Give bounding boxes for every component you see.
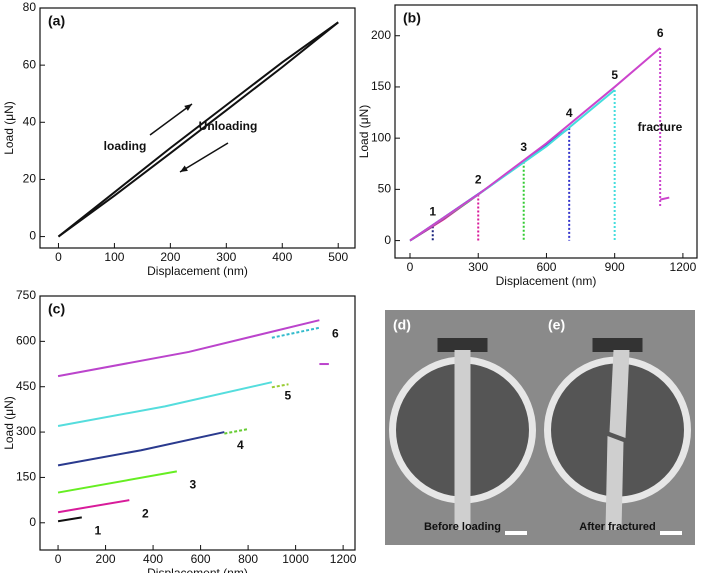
y-tick-label: 60 bbox=[23, 57, 37, 71]
sem-clamp bbox=[592, 338, 643, 352]
x-tick-label: 0 bbox=[55, 552, 62, 566]
annotation: fracture bbox=[638, 120, 683, 134]
x-tick-label: 600 bbox=[191, 552, 211, 566]
data-line bbox=[57, 470, 178, 494]
data-line bbox=[57, 319, 320, 378]
panel-label: (b) bbox=[403, 10, 421, 26]
series-label: 6 bbox=[657, 26, 664, 40]
series-label: 3 bbox=[189, 478, 196, 492]
y-tick-label: 300 bbox=[16, 424, 36, 438]
x-tick-label: 800 bbox=[238, 552, 258, 566]
x-tick-label: 300 bbox=[468, 260, 488, 274]
sem-ribbon bbox=[609, 350, 630, 438]
y-axis-label: Load (μN) bbox=[2, 396, 16, 450]
y-tick-label: 100 bbox=[371, 130, 391, 144]
y-tick-label: 450 bbox=[16, 379, 36, 393]
image-caption: After fractured bbox=[579, 521, 655, 533]
series-label: 2 bbox=[142, 506, 149, 520]
series-label: 4 bbox=[566, 106, 573, 120]
x-axis-label: Displacement (nm) bbox=[147, 264, 248, 278]
sem-ribbon bbox=[454, 350, 471, 530]
y-tick-label: 40 bbox=[23, 114, 37, 128]
x-tick-label: 600 bbox=[536, 260, 556, 274]
y-tick-label: 750 bbox=[16, 288, 36, 302]
x-tick-label: 1200 bbox=[330, 552, 357, 566]
scale-bar bbox=[505, 531, 527, 535]
data-line bbox=[57, 21, 339, 238]
sem-clamp bbox=[437, 338, 488, 352]
data-line bbox=[57, 381, 273, 428]
data-line bbox=[659, 196, 670, 201]
data-line bbox=[57, 21, 339, 238]
x-tick-label: 200 bbox=[96, 552, 116, 566]
panel-label: (e) bbox=[548, 317, 565, 333]
arrow-head bbox=[180, 165, 188, 172]
scale-bar bbox=[660, 531, 682, 535]
sem-ribbon bbox=[605, 436, 624, 530]
plot-frame bbox=[39, 295, 356, 551]
x-tick-label: 0 bbox=[407, 260, 414, 274]
plot-frame bbox=[39, 7, 356, 249]
x-tick-label: 100 bbox=[104, 250, 124, 264]
y-tick-label: 20 bbox=[23, 172, 37, 186]
data-line bbox=[271, 326, 320, 339]
y-axis-label: Load (μN) bbox=[357, 105, 371, 159]
x-tick-label: 500 bbox=[328, 250, 348, 264]
annotation: Unloading bbox=[199, 119, 258, 133]
x-tick-label: 1200 bbox=[670, 260, 697, 274]
series-label: 1 bbox=[429, 204, 436, 218]
x-tick-label: 200 bbox=[160, 250, 180, 264]
y-tick-label: 0 bbox=[29, 229, 36, 243]
data-line bbox=[224, 428, 249, 435]
y-tick-label: 600 bbox=[16, 334, 36, 348]
x-tick-label: 0 bbox=[55, 250, 62, 264]
y-tick-label: 150 bbox=[371, 79, 391, 93]
panel-label: (d) bbox=[393, 317, 411, 333]
series-label: 5 bbox=[285, 388, 292, 402]
series-label: 5 bbox=[611, 68, 618, 82]
series-label: 4 bbox=[237, 438, 244, 452]
panel-label: (a) bbox=[48, 13, 65, 29]
x-tick-label: 900 bbox=[605, 260, 625, 274]
data-line bbox=[57, 499, 130, 514]
series-label: 3 bbox=[520, 140, 527, 154]
x-tick-label: 1000 bbox=[282, 552, 309, 566]
annotation: loading bbox=[104, 139, 147, 153]
image-caption: Before loading bbox=[424, 521, 501, 533]
y-tick-label: 50 bbox=[378, 182, 392, 196]
data-line bbox=[57, 431, 225, 467]
arrow bbox=[179, 142, 229, 173]
x-tick-label: 300 bbox=[216, 250, 236, 264]
y-tick-label: 80 bbox=[23, 0, 37, 14]
arrow-head bbox=[184, 104, 192, 111]
data-line bbox=[271, 383, 289, 389]
data-line bbox=[409, 47, 661, 242]
y-tick-label: 150 bbox=[16, 470, 36, 484]
series-label: 1 bbox=[94, 524, 101, 538]
x-axis-label: Displacement (nm) bbox=[147, 566, 248, 573]
x-tick-label: 400 bbox=[143, 552, 163, 566]
y-tick-label: 0 bbox=[29, 515, 36, 529]
panel-label: (c) bbox=[48, 301, 65, 317]
x-tick-label: 400 bbox=[272, 250, 292, 264]
data-line bbox=[57, 516, 82, 523]
arrow bbox=[149, 103, 193, 136]
y-tick-label: 0 bbox=[384, 233, 391, 247]
x-axis-label: Displacement (nm) bbox=[496, 274, 597, 288]
y-tick-label: 200 bbox=[371, 28, 391, 42]
series-label: 6 bbox=[332, 326, 339, 340]
y-axis-label: Load (μN) bbox=[2, 101, 16, 155]
series-label: 2 bbox=[475, 173, 482, 187]
